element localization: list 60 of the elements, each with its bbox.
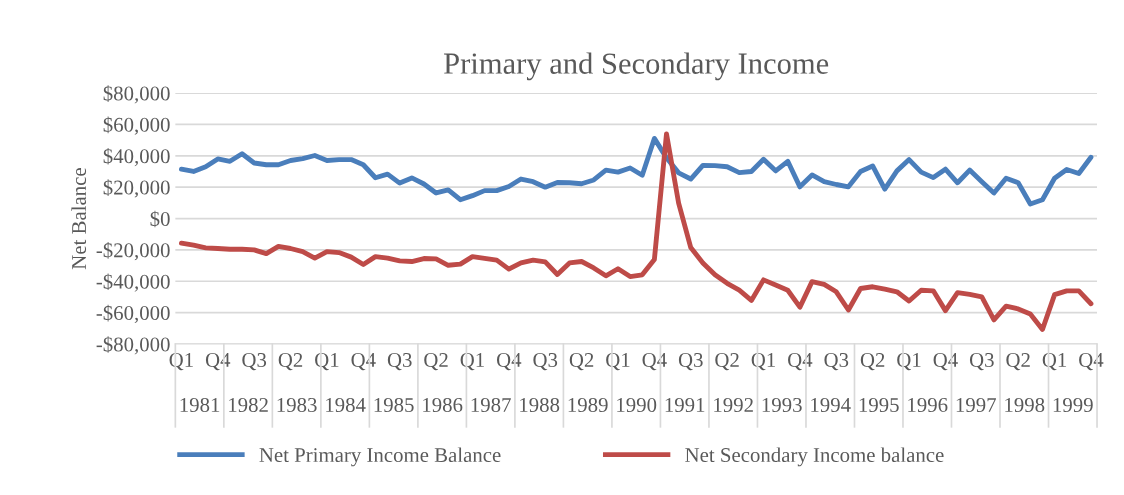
text: 1988 <box>520 397 560 412</box>
x-tick-label: Q3 <box>533 353 558 371</box>
y-tick-label: -$40,000 <box>96 273 170 292</box>
x-tick-label: Q2 <box>1006 353 1030 371</box>
x-tick-label: Q3 <box>387 353 412 371</box>
text: 1984 <box>326 397 366 412</box>
text: 1990 <box>617 397 657 412</box>
y-tick-label: -$80,000 <box>96 336 170 355</box>
text: 1982 <box>229 397 268 412</box>
y-tick-label: $0 <box>150 210 170 228</box>
x-tick-label: Q3 <box>678 353 703 371</box>
x-tick-label: Q4 <box>788 353 813 371</box>
x-tick-label: Q2 <box>860 353 885 371</box>
x-tick-label: Q4 <box>642 353 667 371</box>
text: 1994 <box>811 397 851 412</box>
legend-label: Net Secondary Income balance <box>685 447 944 467</box>
x-tick-label: Q2 <box>569 353 594 371</box>
y-tick-label: -$20,000 <box>96 242 170 261</box>
text: 1992 <box>714 397 753 412</box>
x-tick-label: Q1 <box>1042 353 1067 371</box>
text: 1995 <box>859 397 899 412</box>
x-tick-label: Q4 <box>205 353 231 371</box>
text: 1991 <box>665 397 705 412</box>
x-tick-label: Q4 <box>1079 353 1104 371</box>
y-tick-label: $60,000 <box>103 116 170 135</box>
text: 1999 <box>1053 397 1093 412</box>
text: 1981 <box>180 397 220 412</box>
x-tick-label: Q4 <box>351 353 376 371</box>
x-tick-label: Q1 <box>315 353 339 371</box>
text: 1997 <box>956 397 996 412</box>
y-tick-label: $80,000 <box>103 85 170 104</box>
text: 1986 <box>423 397 463 412</box>
x-tick-label: Q4 <box>933 353 958 371</box>
chart-title: Primary and Secondary Income <box>444 52 829 81</box>
x-tick-label: Q3 <box>969 353 994 371</box>
x-tick-label: Q3 <box>824 353 849 371</box>
x-tick-label: Q1 <box>169 353 193 371</box>
line-series <box>178 135 1094 207</box>
x-tick-label: Q1 <box>460 353 484 371</box>
line-series <box>178 131 1094 332</box>
x-tick-label: Q1 <box>751 353 775 371</box>
x-tick-label: Q3 <box>242 353 267 371</box>
text: 1993 <box>762 397 802 412</box>
x-tick-label: Q2 <box>278 353 303 371</box>
x-tick-label: Q1 <box>606 353 630 371</box>
x-tick-label: Q2 <box>424 353 448 371</box>
text: 1989 <box>568 397 608 412</box>
y-tick-label: -$60,000 <box>96 304 170 324</box>
text: 1996 <box>908 397 948 412</box>
y-tick-label: $20,000 <box>103 179 170 198</box>
x-tick-label: Q2 <box>715 353 739 371</box>
x-tick-label: Q4 <box>496 353 522 371</box>
text: 1998 <box>1005 397 1045 412</box>
text: 1983 <box>277 397 317 412</box>
x-tick-label: Q1 <box>897 353 921 371</box>
y-axis-title: Net Balance <box>71 168 87 270</box>
y-tick-label: $40,000 <box>103 147 170 167</box>
legend-label: Net Primary Income Balance <box>259 447 501 467</box>
text: 1985 <box>374 397 414 412</box>
text: 1987 <box>471 397 511 412</box>
